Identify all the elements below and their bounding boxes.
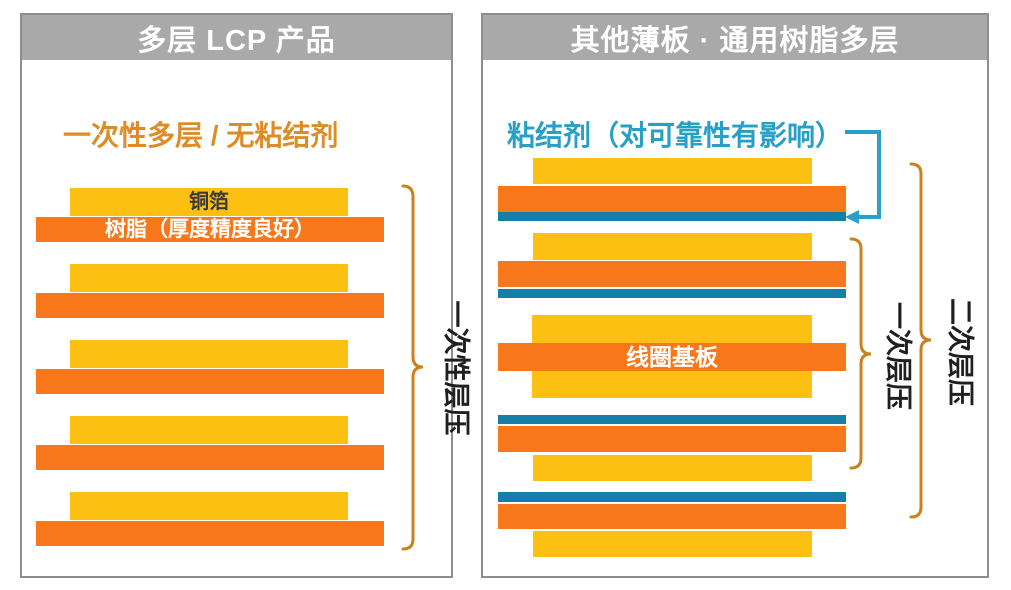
lcp-panel-header: 多层 LCP 产品 <box>22 15 451 60</box>
coil-substrate-label: 线圈基板 <box>626 343 718 370</box>
copper-foil-layer <box>533 158 812 184</box>
resin-layer: 树脂（厚度精度良好） <box>36 217 384 242</box>
single-lamination-label: 一次性层压 <box>441 300 471 436</box>
second-lamination-label: 二次层压 <box>945 298 975 406</box>
resin-layer <box>498 186 846 212</box>
lcp-panel-title: 多层 LCP 产品 <box>137 24 336 57</box>
adhesive-note: 粘结剂（对可靠性有影响） <box>507 120 844 151</box>
copper-foil-layer <box>533 455 812 481</box>
copper-foil-layer <box>70 416 348 444</box>
copper-foil-layer <box>70 264 348 292</box>
copper-foil-layer <box>70 340 348 368</box>
other-panel-title: 其他薄板 · 通用树脂多层 <box>570 24 900 57</box>
copper-foil-layer <box>533 531 812 557</box>
resin-layer <box>498 504 846 529</box>
copper-foil-layer <box>533 233 812 260</box>
copper-foil-label: 铜箔 <box>189 191 229 213</box>
other-panel-header: 其他薄板 · 通用树脂多层 <box>483 15 987 60</box>
adhesive-layer <box>498 212 846 221</box>
resin-layer <box>498 426 846 452</box>
copper-foil-layer: 铜箔 <box>70 188 348 216</box>
adhesive-layer <box>498 415 846 424</box>
copper-foil-layer <box>70 492 348 520</box>
resin-label: 树脂（厚度精度良好） <box>105 218 315 241</box>
no-adhesive-note: 一次性多层 / 无粘结剂 <box>63 120 339 151</box>
adhesive-layer <box>498 289 846 298</box>
first-lamination-label: 一次层压 <box>883 302 913 410</box>
resin-layer <box>36 293 384 318</box>
resin-layer <box>36 445 384 470</box>
adhesive-layer <box>498 492 846 502</box>
resin-layer <box>498 261 846 287</box>
coil-substrate-layer: 线圈基板 <box>498 343 846 371</box>
resin-layer <box>36 369 384 394</box>
resin-layer <box>36 521 384 546</box>
